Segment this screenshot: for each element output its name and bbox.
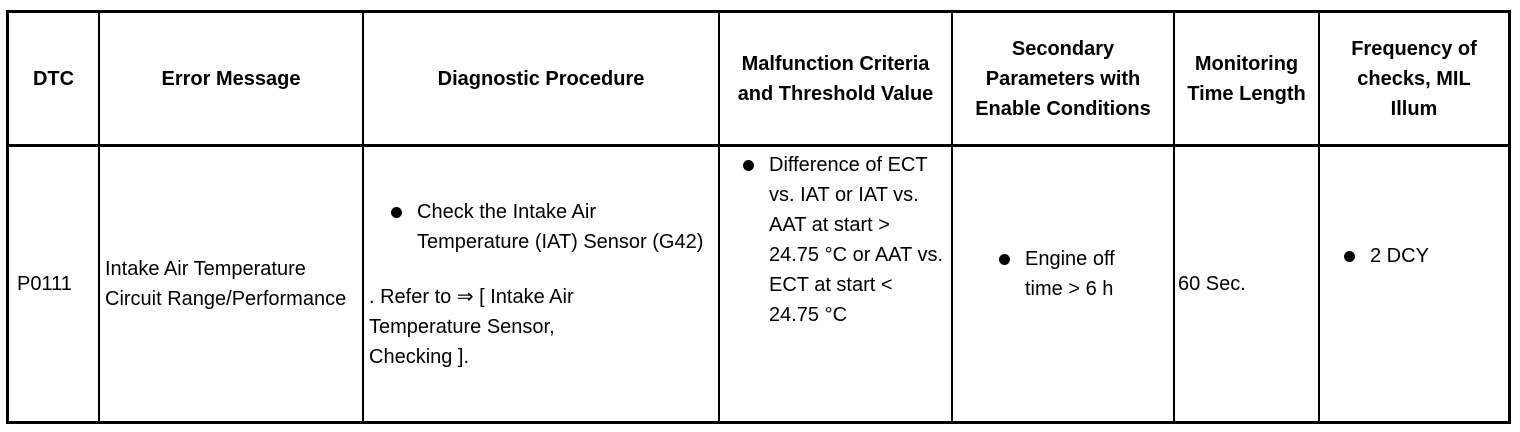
column-divider [362,13,364,421]
column-divider [1318,13,1320,421]
header-malfunction-criteria: Malfunction Criteria and Threshold Value [737,52,934,105]
bullet-icon [999,254,1010,265]
header-error-message: Error Message [161,67,301,90]
header-monitoring-time: Monitoring Time Length [1187,52,1306,105]
dtc-code: P0111 [17,273,72,295]
header-secondary-parameters: Secondary Parameters with Enable Conditi… [975,37,1151,120]
column-divider [951,13,953,421]
secondary-parameters: Engine off time > 6 h [953,147,1173,421]
error-message: Intake Air Temperature Circuit Range/Per… [105,258,347,310]
diagnostic-refer-link[interactable]: . Refer to ⇒ [ Intake Air Temperature Se… [369,285,574,368]
bullet-icon [1344,251,1355,262]
bullet-icon [391,206,402,218]
column-divider [98,13,100,421]
bullet-icon [743,160,754,171]
diagnostic-bullet-item: Check the Intake Air Temperature (IAT) S… [369,197,712,257]
header-divider [9,144,1508,147]
diagnostic-bullet-text: Check the Intake Air Temperature (IAT) S… [417,200,704,253]
column-divider [718,13,720,421]
malfunction-text: Difference of ECT vs. IAT or IAT vs. AAT… [769,154,944,326]
header-frequency: Frequency of checks, MIL Illum [1351,37,1477,120]
dtc-table: DTC Error Message Diagnostic Procedure M… [6,10,1511,424]
header-diagnostic-procedure: Diagnostic Procedure [437,67,645,90]
malfunction-criteria: Difference of ECT vs. IAT or IAT vs. AAT… [720,147,951,421]
monitoring-time: 60 Sec. [1178,273,1246,295]
frequency-text: 2 DCY [1370,245,1429,267]
secondary-text: Engine off time > 6 h [1025,248,1115,300]
frequency: 2 DCY [1320,147,1508,421]
diagnostic-procedure: Check the Intake Air Temperature (IAT) S… [364,147,718,421]
header-dtc: DTC [32,67,75,90]
column-divider [1173,13,1175,421]
